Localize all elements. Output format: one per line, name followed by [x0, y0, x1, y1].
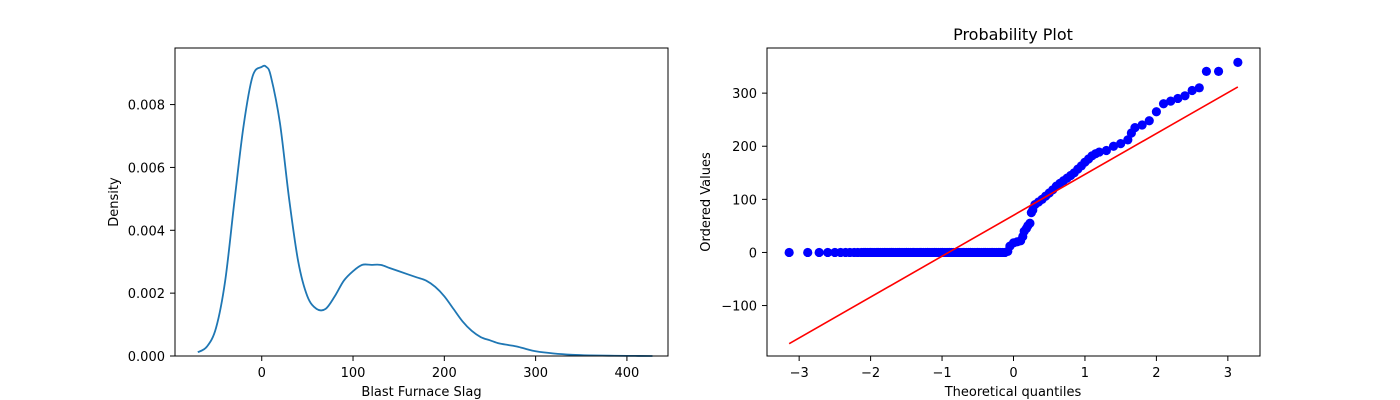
probability-y-axis-label: Ordered Values — [699, 152, 714, 252]
probability-point — [823, 247, 833, 258]
probability-point — [1123, 135, 1133, 145]
probability-x-tick-label: 3 — [1224, 366, 1232, 381]
probability-y-tick-label: 300 — [732, 87, 757, 102]
density-x-ticks: 0 100 200 300 400 — [258, 356, 640, 381]
density-x-tick-label: 0 — [258, 366, 266, 381]
density-axes-frame — [174, 47, 669, 357]
probability-point — [998, 247, 1008, 258]
probability-y-tick-label: 200 — [732, 140, 757, 155]
probability-y-tick-label: 100 — [732, 193, 757, 208]
density-y-tick-label: 0.008 — [128, 99, 165, 114]
probability-point — [784, 247, 794, 258]
density-y-tick-label: 0.006 — [128, 161, 165, 176]
probability-point — [1187, 85, 1197, 96]
probability-point — [1151, 107, 1161, 117]
density-plot: 0 100 200 300 400 0.0000.0020.0040.0060.008 … — [107, 47, 669, 400]
probability-point — [1116, 138, 1126, 149]
density-x-axis-label: Blast Furnace Slag — [361, 385, 481, 400]
probability-x-tick-label: −1 — [932, 366, 951, 381]
probability-x-tick-label: 0 — [1009, 366, 1017, 381]
probability-point — [1194, 83, 1204, 93]
probability-point — [1158, 99, 1169, 109]
probability-point — [1025, 218, 1035, 228]
probability-point — [1166, 96, 1176, 106]
probability-y-tick-label: −100 — [721, 300, 757, 315]
probability-x-axis-label: Theoretical quantiles — [944, 385, 1082, 400]
density-y-axis-label: Density — [107, 177, 122, 227]
probability-point — [1108, 141, 1119, 151]
density-y-ticks: 0.000 0.002 0.004 0.006 0.008 — [128, 99, 175, 365]
probability-point — [1173, 93, 1183, 104]
probability-point — [1101, 145, 1111, 156]
probability-point — [1137, 120, 1147, 130]
density-x-tick-label: 100 — [341, 366, 366, 381]
probability-x-tick-label: −3 — [790, 366, 809, 381]
probability-point — [1233, 57, 1243, 67]
density-x-tick-label: 200 — [432, 366, 457, 381]
probability-point — [1130, 123, 1140, 133]
probability-point — [1213, 66, 1224, 76]
probability-x-ticks: −3 −2 −1 0 1 2 3 — [790, 356, 1232, 381]
probability-y-ticks: −100 0 100 200 300 — [721, 87, 767, 315]
probability-point — [1144, 116, 1154, 126]
probability-x-tick-label: −2 — [861, 366, 880, 381]
probability-axes-frame — [766, 47, 1261, 357]
probability-x-tick-label: 2 — [1152, 366, 1160, 381]
probability-point — [1201, 66, 1212, 76]
density-x-tick-label: 400 — [615, 366, 640, 381]
fit-line — [788, 86, 1239, 345]
density-x-tick-label: 300 — [523, 366, 548, 381]
probability-point — [814, 247, 824, 258]
density-y-tick-label: 0.004 — [128, 224, 165, 239]
probability-point — [1094, 147, 1104, 157]
density-y-tick-label: 0.000 — [128, 350, 165, 365]
probability-y-tick-label: 0 — [749, 246, 757, 261]
probability-x-tick-label: 1 — [1081, 366, 1089, 381]
probability-point — [1180, 91, 1190, 101]
probability-plot: Probability Plot −3 −2 −1 0 1 2 3 −100 0 100 200 3… — [699, 25, 1261, 400]
probability-plot-title: Probability Plot — [953, 25, 1073, 44]
density-y-tick-label: 0.002 — [128, 287, 165, 302]
density-curve — [197, 64, 653, 357]
probability-point — [803, 247, 813, 258]
